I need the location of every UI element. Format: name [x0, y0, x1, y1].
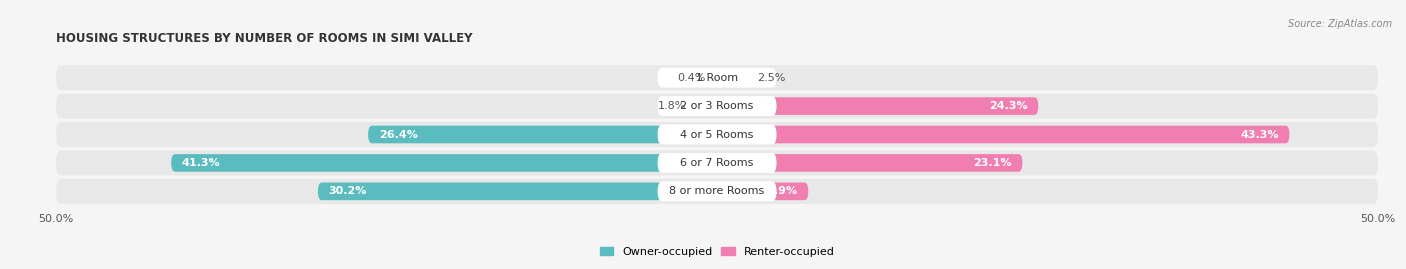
- FancyBboxPatch shape: [172, 154, 717, 172]
- FancyBboxPatch shape: [56, 150, 1378, 175]
- FancyBboxPatch shape: [693, 97, 717, 115]
- FancyBboxPatch shape: [717, 154, 1022, 172]
- FancyBboxPatch shape: [717, 126, 1289, 143]
- Text: 41.3%: 41.3%: [181, 158, 221, 168]
- Text: 1 Room: 1 Room: [696, 73, 738, 83]
- FancyBboxPatch shape: [711, 69, 717, 86]
- Text: 24.3%: 24.3%: [988, 101, 1028, 111]
- FancyBboxPatch shape: [318, 183, 717, 200]
- FancyBboxPatch shape: [717, 183, 808, 200]
- Text: Source: ZipAtlas.com: Source: ZipAtlas.com: [1288, 19, 1392, 29]
- FancyBboxPatch shape: [56, 179, 1378, 204]
- Legend: Owner-occupied, Renter-occupied: Owner-occupied, Renter-occupied: [600, 247, 834, 257]
- FancyBboxPatch shape: [658, 68, 776, 88]
- Text: 0.4%: 0.4%: [676, 73, 706, 83]
- Text: HOUSING STRUCTURES BY NUMBER OF ROOMS IN SIMI VALLEY: HOUSING STRUCTURES BY NUMBER OF ROOMS IN…: [56, 32, 472, 45]
- Text: 1.8%: 1.8%: [658, 101, 686, 111]
- FancyBboxPatch shape: [717, 69, 751, 86]
- Text: 6.9%: 6.9%: [766, 186, 797, 196]
- FancyBboxPatch shape: [658, 125, 776, 144]
- Text: 8 or more Rooms: 8 or more Rooms: [669, 186, 765, 196]
- FancyBboxPatch shape: [717, 97, 1038, 115]
- Text: 2 or 3 Rooms: 2 or 3 Rooms: [681, 101, 754, 111]
- FancyBboxPatch shape: [56, 122, 1378, 147]
- FancyBboxPatch shape: [56, 65, 1378, 90]
- Text: 6 or 7 Rooms: 6 or 7 Rooms: [681, 158, 754, 168]
- Text: 2.5%: 2.5%: [756, 73, 785, 83]
- Text: 26.4%: 26.4%: [378, 129, 418, 140]
- FancyBboxPatch shape: [368, 126, 717, 143]
- FancyBboxPatch shape: [658, 96, 776, 116]
- Text: 4 or 5 Rooms: 4 or 5 Rooms: [681, 129, 754, 140]
- FancyBboxPatch shape: [658, 181, 776, 201]
- Text: 30.2%: 30.2%: [329, 186, 367, 196]
- Text: 43.3%: 43.3%: [1240, 129, 1279, 140]
- FancyBboxPatch shape: [658, 153, 776, 173]
- FancyBboxPatch shape: [56, 94, 1378, 119]
- Text: 23.1%: 23.1%: [973, 158, 1012, 168]
